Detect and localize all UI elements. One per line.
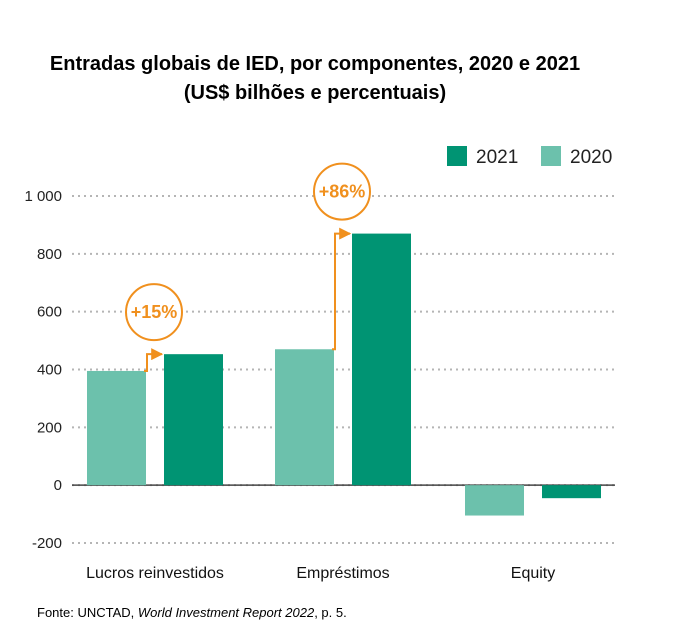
bar-2021-0	[164, 354, 223, 486]
bar-2020-0	[87, 370, 146, 486]
chart-title: Entradas globais de IED, por componentes…	[49, 53, 581, 75]
category-label: Empréstimos	[296, 565, 389, 582]
annotation-arrow	[332, 227, 352, 351]
annotation-label: +86%	[319, 182, 366, 202]
category-label: Lucros reinvestidos	[86, 565, 224, 582]
annotation-circle	[313, 162, 371, 221]
legend-swatch-2021	[447, 146, 467, 166]
bar-2020-2	[465, 485, 524, 516]
y-tick-label: 800	[37, 246, 62, 263]
bar-2021-1	[352, 233, 411, 486]
y-tick-label: 600	[37, 304, 62, 321]
source-title: World Investment Report 2022	[137, 605, 315, 620]
source-suffix: , p. 5.	[314, 605, 347, 620]
bar-2020-1	[275, 349, 334, 486]
category-label: Equity	[511, 565, 555, 582]
source-note: Fonte: UNCTAD, World Investment Report 2…	[37, 605, 347, 620]
y-tick-label: 1 000	[24, 188, 62, 205]
y-tick-label: 400	[37, 362, 62, 379]
annotation-arrow	[144, 348, 164, 372]
source-prefix: Fonte: UNCTAD,	[37, 605, 138, 620]
y-tick-label: 200	[37, 419, 62, 436]
y-tick-label: -200	[32, 535, 62, 552]
annotation-label: +15%	[131, 302, 178, 322]
bar-2021-2	[542, 485, 601, 499]
legend-swatch-2020	[541, 146, 561, 166]
legend-label-2020: 2020	[570, 147, 612, 168]
annotation-circle	[125, 283, 183, 342]
y-tick-label: 0	[54, 477, 62, 494]
legend-label-2021: 2021	[476, 147, 518, 168]
bar-chart: 1 000 800 600 400 200 0 -200 Lucros reinvestido…	[24, 146, 615, 582]
chart-subtitle: (US$ bilhões e percentuais)	[183, 82, 447, 104]
